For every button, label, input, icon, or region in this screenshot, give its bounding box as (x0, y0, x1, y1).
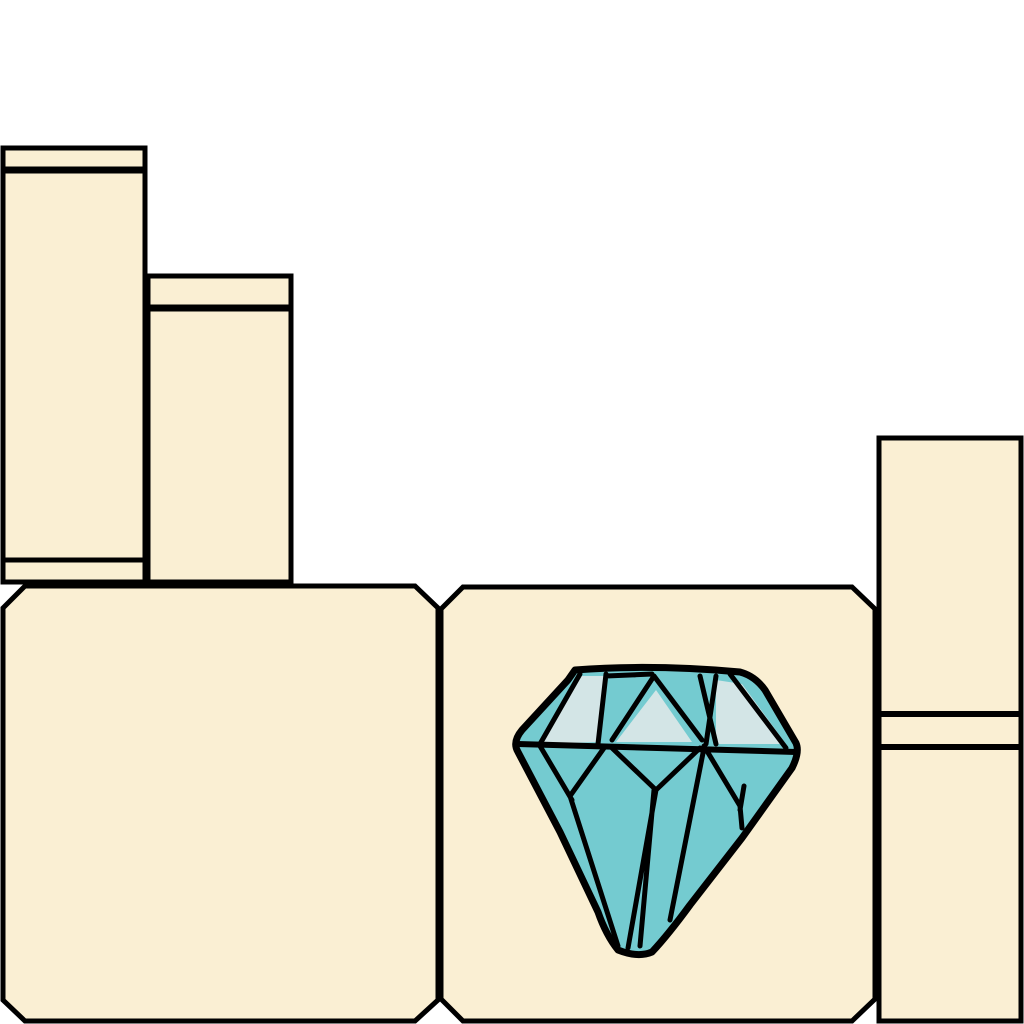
diamond-girdle (515, 741, 799, 755)
diamond-highlight-left (540, 676, 604, 744)
left-square-panel (0, 583, 441, 1024)
flap-body (0, 145, 148, 585)
diamond-icon (512, 663, 801, 959)
flap-body (876, 435, 1024, 1024)
diamond-pavilion-facets (537, 743, 747, 951)
left-tall-flap (0, 145, 148, 585)
left-short-flap (145, 273, 294, 585)
diamond-crown-facets (537, 671, 789, 751)
right-tall-flap (876, 435, 1024, 1024)
diamond-highlight-center (616, 690, 692, 742)
flap-body (145, 273, 294, 585)
